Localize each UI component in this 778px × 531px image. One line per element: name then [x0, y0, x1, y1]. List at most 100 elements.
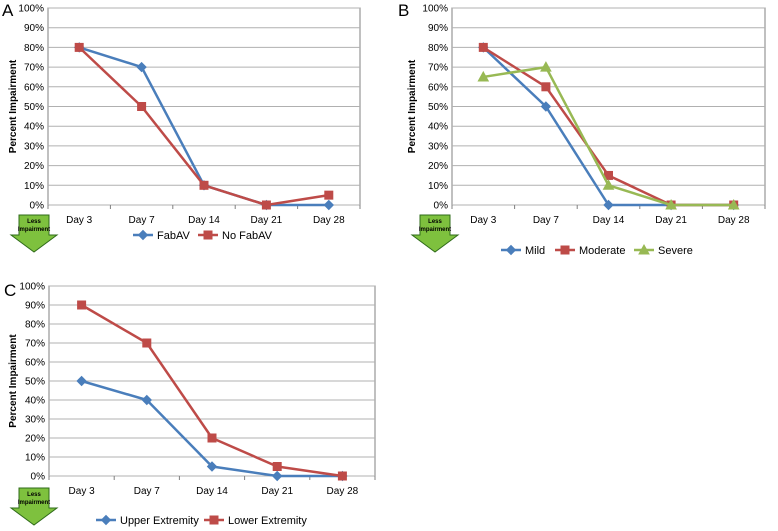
y-tick-label: 60%: [25, 358, 45, 369]
y-tick-label: 100%: [19, 282, 45, 293]
legend-marker: [638, 243, 650, 255]
x-tick-label: Day 28: [718, 215, 750, 226]
panel-letter: B: [398, 1, 409, 20]
y-tick-label: 100%: [422, 4, 448, 15]
data-point: [206, 461, 218, 472]
panel-letter: A: [2, 1, 14, 20]
panel-letter: C: [4, 281, 16, 300]
y-tick-label: 0%: [434, 201, 449, 212]
data-point: [207, 433, 217, 443]
chart-panel-a: A 0% 10% 20% 30% 40% 50% 60% 70% 80% 90% 100% Day 3 D…: [2, 1, 361, 253]
less-impairment-arrow: [9, 214, 59, 253]
data-point: [603, 199, 614, 211]
less-impairment-arrow: [410, 214, 460, 253]
legend-item: Moderate: [555, 245, 625, 257]
y-tick-label: 10%: [428, 181, 448, 192]
data-point: [324, 190, 334, 200]
y-tick-label: 60%: [24, 82, 44, 93]
y-tick-label: 80%: [25, 320, 45, 331]
y-tick-label: 40%: [428, 122, 448, 133]
legend-marker: [560, 245, 570, 255]
less-impairment-label: Less Impairment: [18, 492, 50, 506]
less-impairment-line-1: Less: [27, 219, 41, 225]
y-tick-label: 30%: [25, 415, 45, 426]
series-lower-extremity: [77, 300, 347, 481]
y-tick-label: 20%: [24, 161, 44, 172]
less-impairment-arrow: [9, 487, 59, 526]
data-point: [323, 199, 335, 211]
data-point: [727, 198, 740, 210]
x-tick-label: Day 14: [196, 486, 228, 497]
y-tick-label: 0%: [31, 472, 46, 483]
x-tick-label: Day 21: [655, 215, 687, 226]
data-point: [271, 470, 283, 482]
legend-label: Lower Extremity: [228, 515, 307, 527]
series-no-fabav: [74, 42, 334, 210]
y-tick-label: 50%: [24, 102, 44, 113]
data-point: [137, 102, 147, 111]
y-tick-label: 90%: [428, 23, 448, 34]
data-point: [272, 462, 282, 471]
y-axis-label: Percent Impairment: [8, 59, 19, 153]
data-point: [199, 180, 209, 190]
y-tick-label: 0%: [30, 201, 45, 212]
y-tick-label: 10%: [25, 453, 45, 464]
series-severe: [477, 61, 740, 210]
y-tick-label: 90%: [24, 23, 44, 34]
data-point: [76, 375, 87, 387]
x-tick-label: Day 7: [533, 215, 560, 226]
legend-marker: [100, 514, 112, 526]
less-impairment-line-1: Less: [428, 219, 442, 225]
chart-panel-b: B 0% 10% 20% 30% 40% 50% 60% 70% 80% 90% 100% Day 3 D…: [398, 1, 766, 257]
data-point: [602, 179, 615, 190]
y-tick-label: 100%: [18, 4, 44, 15]
legend-marker: [203, 230, 213, 240]
data-point: [540, 61, 552, 72]
legend-item: FabAV: [133, 229, 190, 242]
less-impairment-line-2: Impairment: [18, 500, 50, 506]
less-impairment-line-1: Less: [27, 492, 41, 498]
x-tick-label: Day 3: [66, 215, 93, 226]
chart-panel-c: C 0% 10% 20% 30% 40% 50% 60% 70% 80% 90% 100% Day 3 D…: [4, 281, 376, 527]
y-tick-label: 50%: [25, 377, 45, 388]
x-tick-label: Day 3: [69, 486, 96, 497]
y-axis-label: Percent Impairment: [407, 59, 418, 153]
x-tick-label: Day 28: [313, 215, 345, 226]
less-impairment-line-2: Impairment: [18, 227, 50, 233]
legend-marker: [137, 229, 149, 241]
y-tick-label: 60%: [428, 82, 448, 93]
legend-label: No FabAV: [222, 230, 273, 242]
data-point: [142, 338, 152, 348]
data-point: [77, 300, 87, 310]
y-tick-label: 80%: [428, 43, 448, 54]
data-point: [74, 42, 84, 52]
x-tick-label: Day 14: [188, 215, 220, 226]
less-impairment-label: Less Impairment: [18, 219, 50, 233]
y-tick-label: 40%: [25, 396, 45, 407]
legend-item: Severe: [634, 243, 693, 257]
data-point: [141, 394, 153, 406]
y-tick-label: 90%: [25, 301, 45, 312]
data-point: [261, 200, 271, 210]
data-point: [477, 70, 490, 82]
x-tick-label: Day 14: [593, 215, 625, 226]
y-tick-label: 50%: [428, 102, 448, 113]
x-tick-label: Day 3: [470, 215, 497, 226]
y-axis-label: Percent Impairment: [8, 334, 19, 428]
x-tick-label: Day 28: [327, 486, 359, 497]
x-tick-label: Day 21: [261, 486, 293, 497]
legend-item: Mild: [501, 244, 545, 257]
legend-item: Upper Extremity: [96, 514, 199, 527]
data-point: [665, 198, 677, 210]
less-impairment-label: Less Impairment: [419, 219, 451, 233]
legend-label: Upper Extremity: [120, 515, 199, 527]
y-tick-label: 20%: [428, 161, 448, 172]
y-tick-label: 30%: [24, 141, 44, 152]
legend-item: Lower Extremity: [204, 515, 307, 527]
x-tick-label: Day 21: [251, 215, 283, 226]
y-tick-label: 30%: [428, 141, 448, 152]
legend-label: Severe: [658, 245, 693, 257]
x-tick-label: Day 7: [134, 486, 161, 497]
legend-label: Mild: [525, 245, 545, 257]
